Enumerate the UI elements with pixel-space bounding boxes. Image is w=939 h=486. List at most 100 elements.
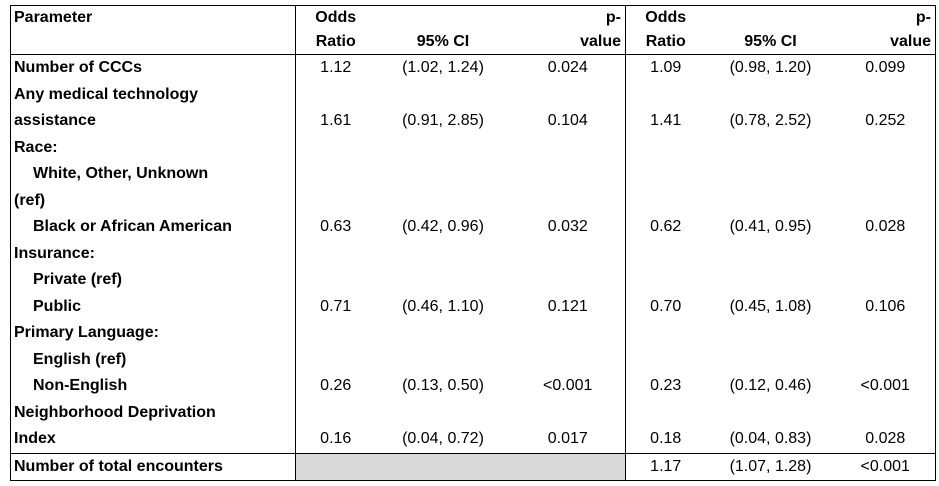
table-row: Private (ref) — [10, 267, 936, 294]
table-row: Number of total encounters 1.17 (1.07, 1… — [10, 452, 936, 481]
cell-ci1 — [376, 241, 511, 268]
cell-ci1 — [376, 135, 511, 162]
cell-or1 — [296, 161, 376, 188]
table-row: Black or African American 0.63 (0.42, 0.… — [10, 214, 936, 241]
header-ci1-blank — [375, 5, 511, 30]
cell-or2 — [626, 82, 706, 109]
cell-p1 — [510, 320, 626, 347]
row-label: (ref) — [10, 187, 296, 214]
cell-ci2 — [706, 82, 836, 109]
cell-p1: 0.032 — [510, 214, 626, 241]
cell-p2 — [835, 346, 936, 373]
cell-p2 — [835, 267, 936, 294]
table-row: Race: — [10, 134, 936, 162]
header-or1-line1: Odds — [295, 5, 376, 30]
cell-ci1 — [376, 347, 511, 374]
header-p1-line2: value — [510, 30, 626, 55]
cell-or2 — [626, 188, 706, 215]
cell-p1 — [510, 81, 626, 108]
cell-ci2 — [706, 267, 836, 294]
table-row: Number of CCCs 1.12 (1.02, 1.24) 0.024 1… — [10, 54, 936, 82]
cell-ci1 — [376, 267, 511, 294]
cell-p1: 0.121 — [510, 293, 626, 320]
cell-or1: 1.61 — [320, 112, 352, 129]
row-label: Non-English — [10, 373, 296, 400]
cell-ci2 — [706, 188, 836, 215]
cell-ci2: (0.78, 2.52) — [729, 112, 812, 129]
cell-p1 — [510, 134, 626, 161]
table-row: English (ref) — [10, 346, 936, 374]
header-ci1: 95% CI — [375, 30, 511, 55]
cell-p2: 0.028 — [835, 426, 936, 453]
cell-p2: 0.099 — [835, 54, 936, 82]
cell-ci1: (0.42, 0.96) — [402, 218, 484, 235]
cell-p2: 0.252 — [835, 108, 936, 135]
cell-or2 — [626, 347, 706, 374]
cell-or2 — [626, 320, 706, 347]
cell-or2: 1.09 — [650, 59, 682, 76]
cell-p1 — [510, 452, 626, 481]
cell-or1: 0.26 — [320, 377, 352, 394]
table-row: Any medical technology — [10, 81, 936, 109]
cell-ci2: (0.45, 1.08) — [729, 297, 812, 315]
cell-or2 — [626, 135, 706, 162]
header-or1-line2: Ratio — [295, 30, 376, 55]
cell-p1 — [510, 346, 626, 373]
cell-or1 — [296, 320, 376, 347]
cell-or2: 1.41 — [650, 112, 682, 129]
table-row: (ref) — [10, 187, 936, 215]
header-or2-line1: Odds — [625, 5, 706, 30]
table-row: Neighborhood Deprivation — [10, 399, 936, 427]
cell-or2 — [626, 241, 706, 268]
cell-ci2 — [706, 135, 836, 162]
cell-ci1 — [375, 452, 511, 481]
cell-p1 — [510, 240, 626, 267]
header-ci2: 95% CI — [705, 30, 836, 55]
table-row: Non-English 0.26 (0.13, 0.50) <0.001 0.2… — [10, 373, 936, 400]
cell-ci2: (0.98, 1.20) — [729, 59, 812, 76]
cell-or2: 0.18 — [650, 430, 682, 447]
cell-ci1: (0.91, 2.85) — [402, 112, 484, 129]
cell-ci1 — [376, 82, 511, 109]
cell-or1: 1.12 — [320, 59, 352, 76]
cell-or1 — [296, 400, 376, 427]
cell-p1 — [510, 267, 626, 294]
cell-p1: 0.017 — [510, 426, 626, 453]
table-row: Primary Language: — [10, 320, 936, 347]
cell-or2: 0.23 — [650, 377, 682, 394]
cell-or1 — [295, 452, 376, 481]
table-row: Public 0.71 (0.46, 1.10) 0.121 0.70 (0.4… — [10, 293, 936, 320]
cell-ci1 — [376, 400, 511, 427]
row-label: Public — [10, 293, 296, 320]
header-parameter-blank — [10, 30, 296, 55]
row-label: Primary Language: — [10, 320, 296, 347]
header-parameter: Parameter — [10, 5, 296, 30]
cell-or2: 0.70 — [650, 297, 682, 315]
table-row: assistance 1.61 (0.91, 2.85) 0.104 1.41 … — [10, 108, 936, 135]
cell-or1: 0.16 — [320, 430, 352, 447]
cell-p2 — [835, 320, 936, 347]
cell-p2 — [835, 187, 936, 214]
cell-or2 — [626, 400, 706, 427]
cell-or1: 0.63 — [320, 218, 352, 235]
cell-or2: 0.62 — [650, 218, 682, 235]
cell-or1 — [296, 82, 376, 109]
cell-ci2 — [706, 400, 836, 427]
cell-or2 — [626, 161, 706, 188]
header-p1-line1: p- — [510, 5, 626, 30]
cell-p2 — [835, 134, 936, 161]
cell-p2: 0.106 — [835, 293, 936, 320]
cell-ci1 — [376, 188, 511, 215]
row-label: assistance — [10, 108, 296, 135]
header-p2-line1: p- — [835, 5, 936, 30]
cell-p1 — [510, 187, 626, 214]
cell-p1: 0.104 — [510, 108, 626, 135]
cell-ci1: (0.04, 0.72) — [402, 430, 484, 447]
row-label: Black or African American — [10, 214, 296, 241]
cell-p1: 0.024 — [510, 54, 626, 82]
row-label: Number of total encounters — [10, 452, 296, 481]
cell-or1 — [296, 241, 376, 268]
cell-p1 — [510, 399, 626, 426]
cell-p2 — [835, 161, 936, 188]
header-or2-line2: Ratio — [625, 30, 706, 55]
